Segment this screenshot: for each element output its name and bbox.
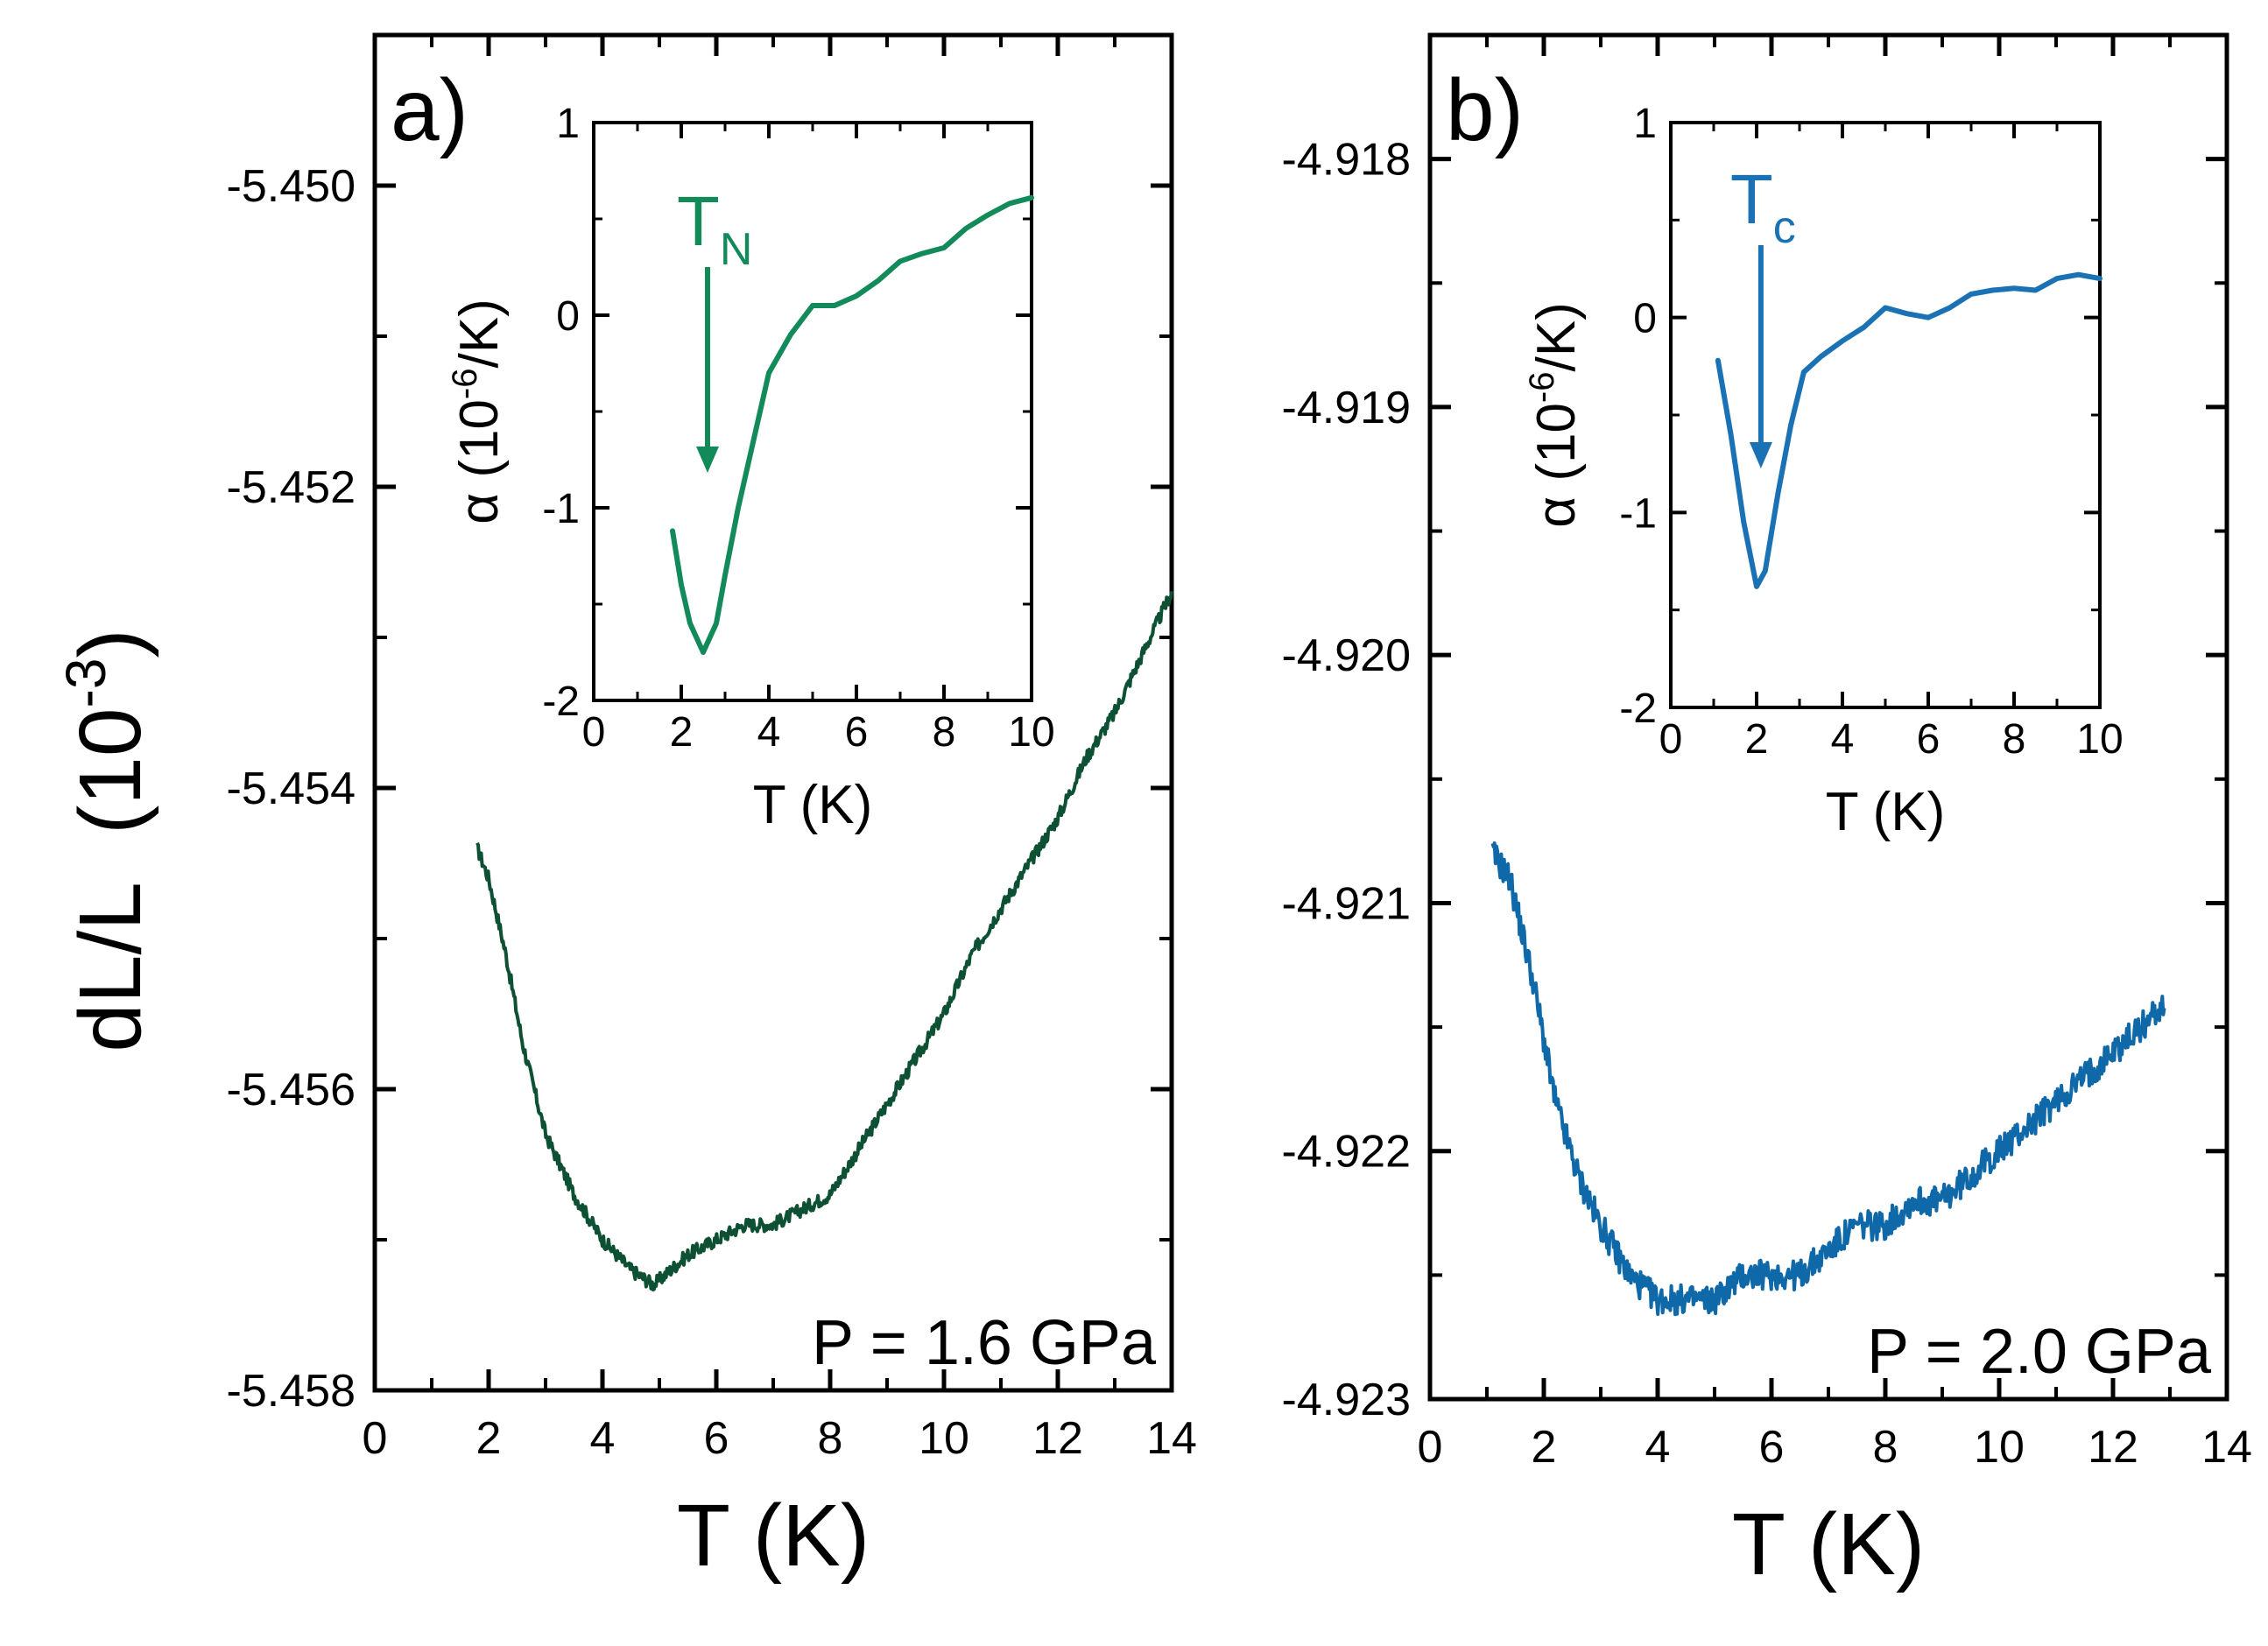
panel-b-marker-label-sub: c (1773, 202, 1796, 253)
panel-a-inset-xtick-label: 4 (757, 709, 781, 756)
panel-b-inset: 0 2 4 6 8 10 -2 -1 0 1 T (K) α (10-6/K) Tc (1523, 101, 2124, 842)
panel-b-main-xtick-label: 10 (1974, 1422, 2025, 1473)
panel-a-main-xtick-label: 14 (1146, 1413, 1197, 1464)
panel-a-inset-frame (592, 121, 1033, 702)
panel-b-main-ytick-label: -4.921 (1282, 878, 1411, 929)
panel-a-marker-arrow-head (696, 447, 719, 473)
panel-b-inset-frame (1669, 121, 2102, 709)
panel-b-main-ytick-label: -4.918 (1282, 135, 1411, 186)
panel-b-inset-y-title-prefix: α (10 (1526, 403, 1587, 528)
panel-a-inset-ytick-label: 1 (556, 101, 580, 147)
panel-a-inset-y-title-exp: -6 (446, 368, 484, 399)
panel-b-inset-xtick-label: 8 (2003, 716, 2026, 763)
panel-b-main-xtick-label: 4 (1645, 1422, 1671, 1473)
panel-a-main-series-line (475, 591, 1173, 1291)
panel-a-marker-label: TN (677, 182, 752, 275)
panel-a-main-ytick-label: -5.456 (227, 1065, 356, 1115)
panel-a-inset-ytick-label: 0 (556, 293, 580, 340)
panel-b-x-axis-title: T (K) (1732, 1495, 1925, 1593)
panel-b-main-ytick-label: -4.920 (1282, 630, 1411, 681)
panel-a-x-axis-title: T (K) (677, 1487, 870, 1585)
panel-b-inset-y-title-exp: -6 (1523, 371, 1561, 403)
panel-b-pressure-annotation: P = 2.0 GPa (1867, 1317, 2212, 1387)
main-y-axis-title-main: dL/L (61, 884, 159, 1052)
panel-b-inset-xtick-label: 4 (1831, 716, 1855, 763)
panel-b-marker-label-main: T (1730, 160, 1773, 238)
panel-b-main-ytick-label: -4.922 (1282, 1127, 1411, 1178)
panel-b-inset-xtick-label: 2 (1745, 716, 1769, 763)
panel-a-inset-series-line (670, 194, 1034, 655)
panel-a-inset-ytick-label: -2 (542, 679, 580, 725)
panel-b-inset-x-axis-title: T (K) (1826, 782, 1946, 842)
panel-b-inset-ytick-label: 1 (1633, 101, 1657, 147)
panel-a-main-ytick-label: -5.454 (227, 763, 356, 814)
panel-a-inset-y-title-prefix: α (10 (449, 399, 510, 524)
panel-a-inset-ytick-label: -1 (542, 486, 580, 532)
panel-a-main-xtick-label: 12 (1032, 1413, 1083, 1464)
panel-b-main-xtick-label: 12 (2088, 1422, 2138, 1473)
panel-b-main-xtick-label: 8 (1873, 1422, 1898, 1473)
panel-b-inset-ytick-label: -1 (1619, 490, 1657, 537)
main-y-axis-title-close: ) (61, 629, 159, 658)
panel-a-inset-xtick-label: 6 (845, 709, 869, 756)
panel-b-inset-ytick-label: -2 (1619, 686, 1657, 732)
panel-b-inset-xtick-label: 6 (1917, 716, 1940, 763)
panel-a-inset-xtick-label: 10 (1008, 709, 1054, 756)
panel-a-main-xtick-label: 2 (476, 1413, 502, 1464)
panel-a-main-xtick-label: 0 (363, 1413, 388, 1464)
panel-b-inset-series-line (1715, 271, 2102, 589)
panel-a: 0 2 4 6 8 10 12 14-5.458-5.456-5.454-5.452-5.45… (227, 32, 1197, 1585)
panel-a-inset-xtick-label: 0 (582, 709, 606, 756)
panel-a-inset: 0 2 4 6 8 10 -2 -1 0 1 T (K) α (10-6/K) TN (446, 101, 1055, 835)
panel-b-inset-xtick-label: 0 (1659, 716, 1683, 763)
panel-a-marker-label-sub: N (720, 224, 753, 275)
panel-a-main-xtick-label: 8 (818, 1413, 843, 1464)
panel-b-label: b) (1446, 61, 1524, 159)
main-y-axis-title: dL/L (10-3) (54, 629, 159, 1052)
panel-a-inset-y-title-suffix: /K) (449, 299, 510, 368)
panel-a-main-xtick-label: 4 (590, 1413, 616, 1464)
panel-b-main-xtick-label: 0 (1418, 1422, 1443, 1473)
panel-b-main-ytick-label: -4.919 (1282, 383, 1411, 433)
panel-b-main-xtick-label: 14 (2201, 1422, 2252, 1473)
panel-b-marker-label: Tc (1730, 160, 1796, 253)
panel-a-inset-xtick-label: 8 (933, 709, 956, 756)
panel-b-main-xtick-label: 6 (1759, 1422, 1785, 1473)
panel-b-main-series-line (1490, 841, 2166, 1317)
panel-a-inset-y-axis-title: α (10-6/K) (446, 299, 510, 524)
panel-b-main-ytick-label: -4.923 (1282, 1375, 1411, 1425)
panel-a-main-xtick-label: 10 (919, 1413, 969, 1464)
panel-b-main-xtick-label: 2 (1532, 1422, 1557, 1473)
main-y-axis-title-exp: -3 (54, 658, 117, 708)
panel-b-marker-arrow-head (1749, 442, 1772, 468)
panel-b-inset-xtick-label: 10 (2076, 716, 2123, 763)
panel-a-label: a) (391, 61, 468, 159)
panel-b-inset-ytick-label: 0 (1633, 296, 1657, 342)
panel-a-inset-xtick-label: 2 (670, 709, 694, 756)
panel-a-main-ytick-label: -5.450 (227, 161, 356, 212)
panel-a-pressure-annotation: P = 1.6 GPa (812, 1308, 1157, 1378)
main-y-axis-title-unit: (10 (61, 707, 159, 834)
panel-b-inset-y-title-suffix: /K) (1526, 302, 1587, 371)
panel-b-inset-y-axis-title: α (10-6/K) (1523, 302, 1587, 528)
panel-a-inset-x-axis-title: T (K) (753, 775, 873, 835)
panel-a-main-ytick-label: -5.458 (227, 1366, 356, 1417)
panel-b: 0 2 4 6 8 10 12 14-4.923-4.922-4.921-4.920-4.91… (1282, 32, 2252, 1593)
panel-a-marker-label-main: T (677, 182, 720, 260)
panel-a-main-ytick-label: -5.452 (227, 462, 356, 513)
panel-a-main-xtick-label: 6 (704, 1413, 729, 1464)
